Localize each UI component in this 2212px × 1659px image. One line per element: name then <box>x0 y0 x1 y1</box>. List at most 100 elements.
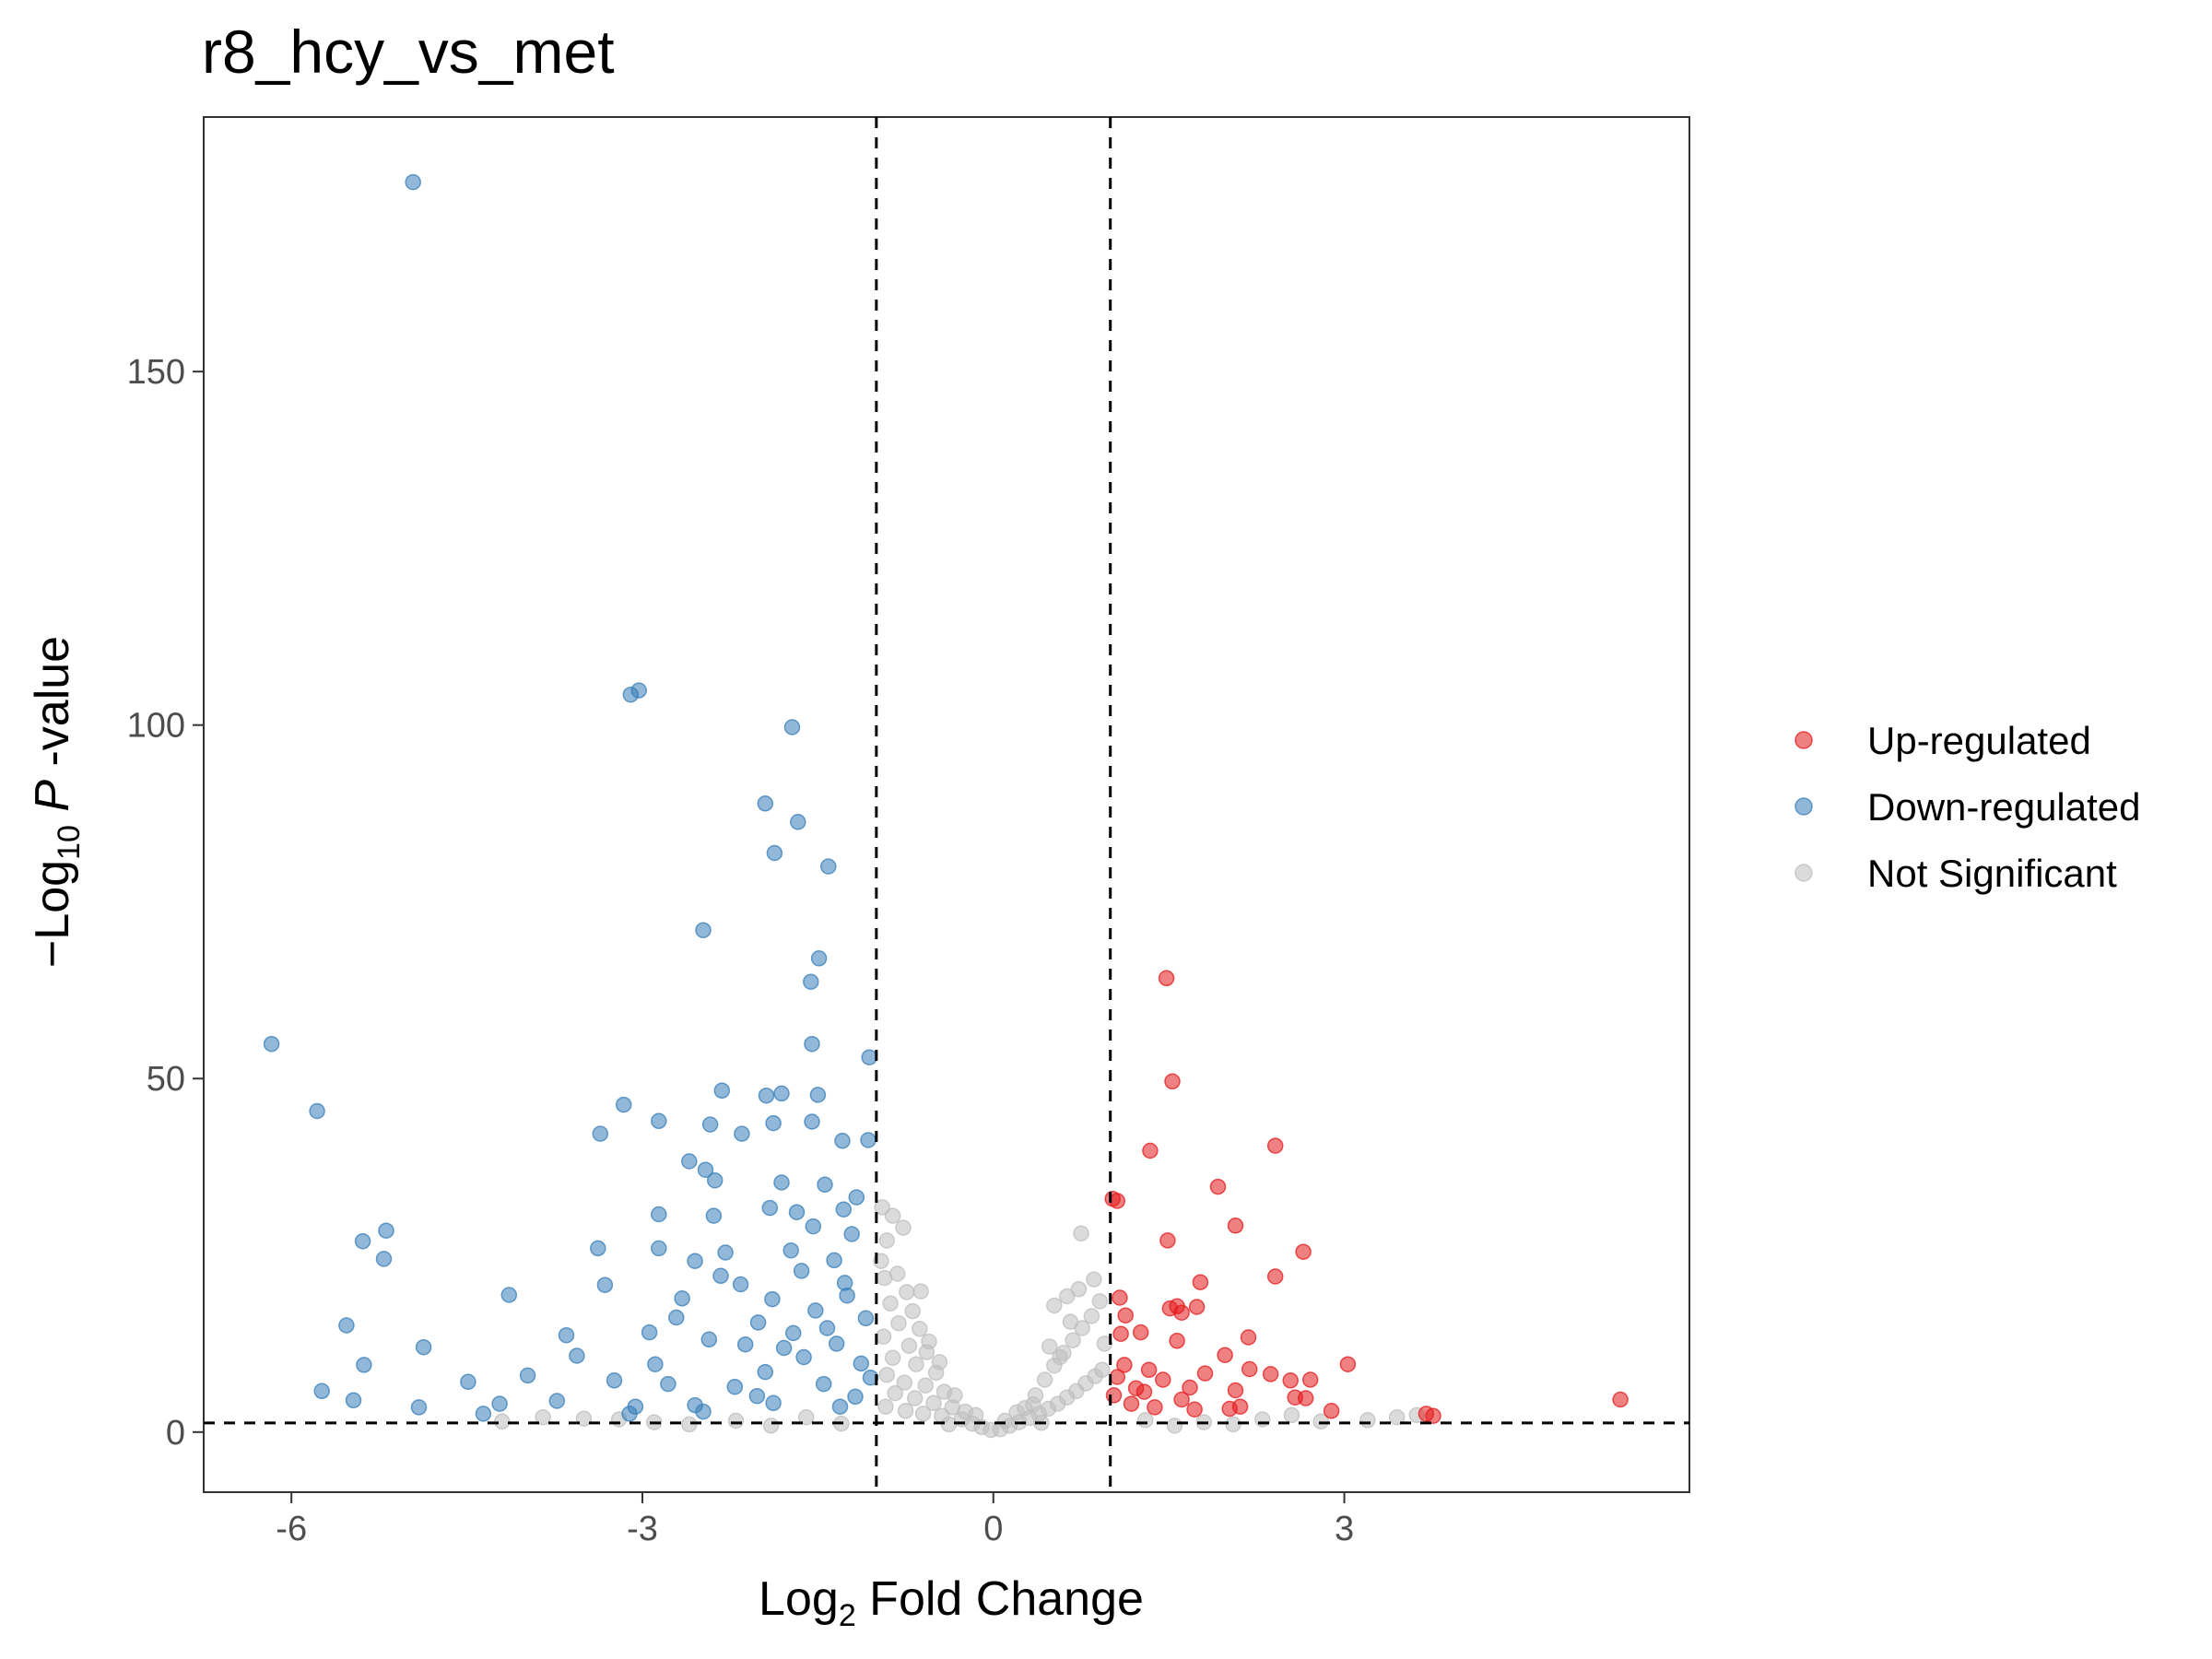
point-not-significant-6 <box>876 1269 893 1287</box>
point-not-significant-60 <box>1052 1348 1068 1366</box>
point-not-significant-71 <box>727 1412 745 1430</box>
point-up-regulated-38 <box>1323 1403 1340 1419</box>
point-down-regulated-72 <box>548 1393 566 1409</box>
point-not-significant-87 <box>1166 1418 1183 1434</box>
point-up-regulated-45 <box>1186 1401 1203 1418</box>
legend-label-down-regulated: Down-regulated <box>1867 785 2141 829</box>
point-down-regulated-9 <box>810 950 828 967</box>
y-axis-title-italic: P <box>26 780 79 825</box>
point-down-regulated-4 <box>757 795 774 812</box>
point-not-significant-67 <box>931 1354 948 1371</box>
point-down-regulated-64 <box>606 1372 623 1389</box>
point-down-regulated-25 <box>592 1125 609 1142</box>
point-up-regulated-34 <box>1173 1391 1190 1408</box>
point-up-regulated-17 <box>1173 1304 1190 1321</box>
point-up-regulated-40 <box>1425 1407 1441 1424</box>
point-down-regulated-61 <box>818 1320 836 1336</box>
point-not-significant-59 <box>1073 1225 1089 1241</box>
y-axis-title: −Log10 P -value <box>26 636 87 968</box>
point-up-regulated-18 <box>1240 1329 1257 1346</box>
point-down-regulated-45 <box>651 1240 667 1257</box>
point-down-regulated-51 <box>596 1277 614 1293</box>
point-not-significant-93 <box>940 1416 958 1433</box>
point-down-regulated-35 <box>761 1199 779 1217</box>
point-up-regulated-37 <box>1297 1390 1314 1406</box>
point-not-significant-90 <box>967 1406 984 1424</box>
threshold-lines <box>204 117 1689 1492</box>
point-down-regulated-19 <box>773 1085 790 1102</box>
point-down-regulated-50 <box>500 1287 518 1303</box>
point-up-regulated-8 <box>1159 1232 1176 1249</box>
point-not-significant-19 <box>896 1374 913 1391</box>
point-down-regulated-26 <box>834 1133 851 1149</box>
point-not-significant-1 <box>884 1207 901 1224</box>
point-not-significant-54 <box>1091 1293 1109 1310</box>
point-not-significant-13 <box>900 1337 918 1354</box>
point-down-regulated-54 <box>764 1290 781 1308</box>
y-tick-label-3: 150 <box>127 353 185 392</box>
point-not-significant-82 <box>1253 1411 1271 1428</box>
point-down-regulated-12 <box>804 1035 820 1053</box>
y-axis-title-prefix: −Log <box>26 860 79 968</box>
point-down-regulated-65 <box>647 1356 664 1372</box>
point-not-significant-80 <box>1137 1412 1154 1429</box>
point-down-regulated-15 <box>615 1096 632 1113</box>
point-down-regulated-95 <box>862 1369 879 1386</box>
point-not-significant-16 <box>908 1356 924 1372</box>
point-not-significant-57 <box>1070 1281 1088 1298</box>
point-not-significant-22 <box>887 1384 903 1402</box>
point-down-regulated-33 <box>848 1189 865 1206</box>
point-down-regulated-69 <box>345 1392 362 1409</box>
point-down-regulated-3 <box>783 719 801 735</box>
x-tick-label-0: -6 <box>276 1510 307 1548</box>
point-down-regulated-7 <box>820 858 837 875</box>
point-not-significant-11 <box>912 1321 928 1337</box>
point-up-regulated-6 <box>1109 1193 1126 1209</box>
point-not-significant-61 <box>1041 1338 1058 1355</box>
point-up-regulated-49 <box>1182 1379 1198 1396</box>
point-up-regulated-16 <box>1117 1307 1134 1324</box>
point-not-significant-26 <box>877 1398 894 1415</box>
point-up-regulated-1 <box>1164 1073 1181 1090</box>
point-up-regulated-24 <box>1282 1372 1299 1389</box>
point-not-significant-83 <box>1312 1413 1329 1430</box>
point-not-significant-74 <box>535 1408 551 1426</box>
point-down-regulated-28 <box>697 1161 714 1178</box>
point-down-regulated-16 <box>809 1087 827 1103</box>
point-down-regulated-6 <box>766 844 783 862</box>
point-down-regulated-18 <box>758 1087 775 1104</box>
point-not-significant-73 <box>575 1410 593 1427</box>
point-not-significant-3 <box>878 1232 896 1249</box>
point-down-regulated-49 <box>826 1252 842 1269</box>
point-down-regulated-52 <box>674 1290 690 1307</box>
point-down-regulated-87 <box>807 1302 824 1319</box>
point-up-regulated-21 <box>1169 1333 1185 1349</box>
legend-key-down-regulated <box>1794 797 1813 816</box>
point-down-regulated-10 <box>803 973 819 990</box>
point-up-regulated-42 <box>1105 1387 1123 1404</box>
point-down-regulated-90 <box>836 1275 853 1291</box>
point-down-regulated-81 <box>621 1406 638 1422</box>
point-down-regulated-66 <box>519 1367 536 1384</box>
point-down-regulated-79 <box>853 1355 870 1372</box>
y-tick-label-1: 50 <box>147 1060 185 1099</box>
point-down-regulated-39 <box>805 1218 822 1235</box>
point-up-regulated-47 <box>1109 1369 1126 1385</box>
point-down-regulated-77 <box>795 1348 812 1366</box>
point-down-regulated-22 <box>701 1116 719 1133</box>
point-not-significant-51 <box>1065 1332 1081 1348</box>
point-down-regulated-14 <box>309 1102 325 1120</box>
legend-label-up-regulated: Up-regulated <box>1867 719 2091 762</box>
y-tick-label-0: 0 <box>166 1414 185 1453</box>
point-down-regulated-32 <box>817 1176 833 1194</box>
point-down-regulated-0 <box>405 173 421 191</box>
point-down-regulated-74 <box>660 1375 677 1393</box>
point-down-regulated-31 <box>706 1171 724 1189</box>
legend-key-up-regulated <box>1794 731 1813 749</box>
y-tick-label-2: 100 <box>127 707 185 746</box>
point-not-significant-63 <box>1096 1335 1113 1352</box>
x-axis-title: Log2 Fold Change <box>759 1572 1144 1633</box>
x-axis-title-rest: Fold Change <box>856 1572 1144 1626</box>
x-axis-title-subscript: 2 <box>839 1598 856 1633</box>
